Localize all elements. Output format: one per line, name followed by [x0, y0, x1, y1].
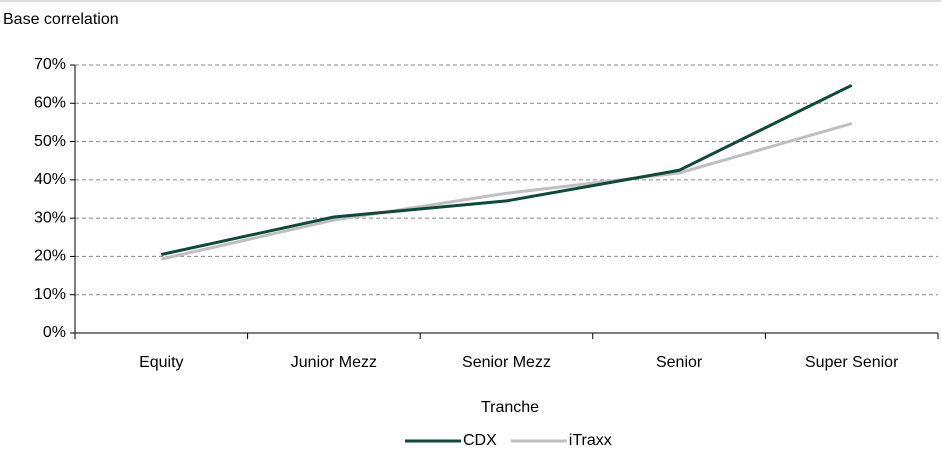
series-line [160, 83, 853, 256]
x-tick-label: Super Senior [805, 354, 899, 371]
x-tick-label: Senior Mezz [462, 354, 551, 371]
y-tick-label: 70% [34, 56, 66, 73]
x-tick-label: Junior Mezz [291, 354, 377, 371]
x-axis-title: Tranche [481, 399, 539, 416]
x-tick-label: Equity [139, 354, 183, 371]
chart-title: Base correlation [3, 11, 119, 28]
y-tick-label: 40% [34, 171, 66, 188]
x-tick-label: Senior [656, 354, 703, 371]
y-tick-label: 20% [34, 248, 66, 265]
legend-label: CDX [463, 432, 497, 449]
y-tick-label: 50% [34, 133, 66, 150]
series-line [160, 122, 853, 261]
legend-label: iTraxx [569, 432, 612, 449]
y-tick-label: 10% [34, 286, 66, 303]
y-tick-label: 0% [43, 324, 66, 341]
y-tick-label: 60% [34, 95, 66, 112]
y-tick-label: 30% [34, 209, 66, 226]
